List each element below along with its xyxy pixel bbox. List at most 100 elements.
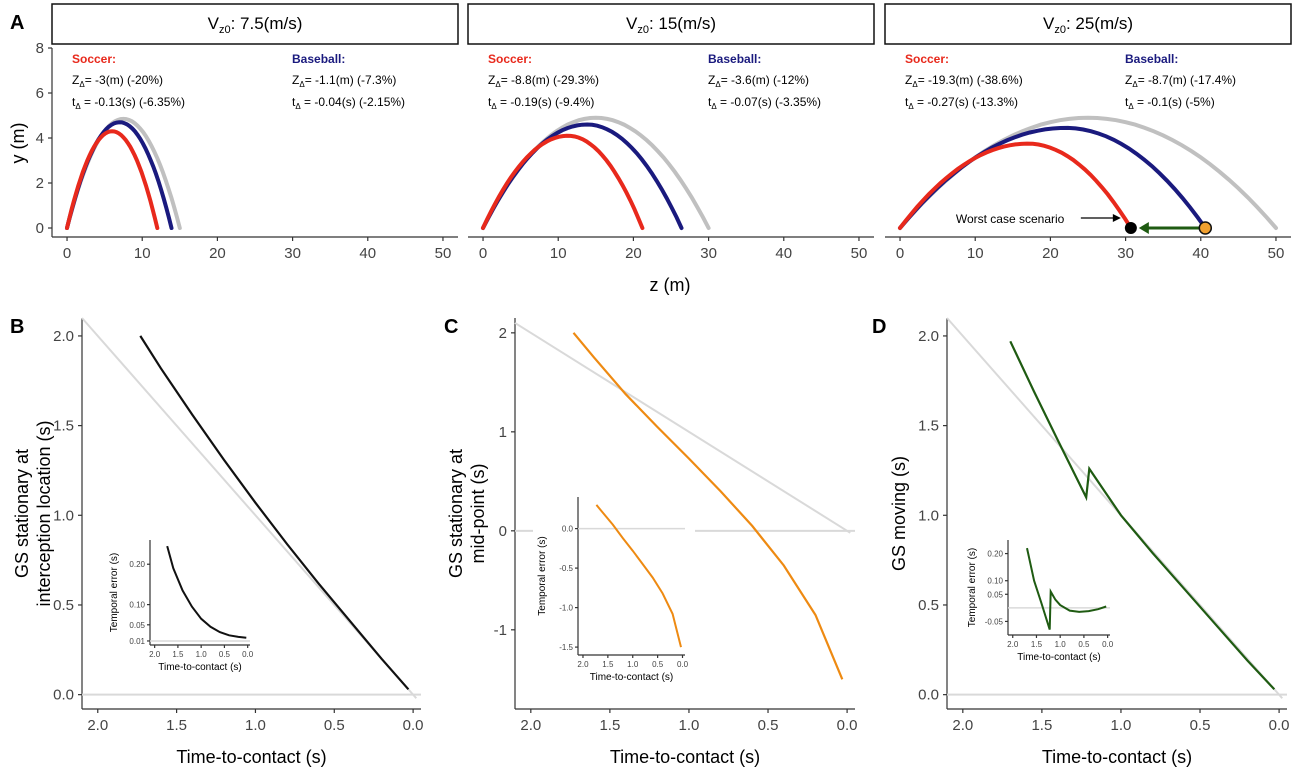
inset-x-tick-label: 2.0	[149, 650, 161, 659]
x-tick-label: 40	[775, 245, 792, 262]
soccer-label: Soccer:	[488, 52, 532, 66]
y-tick-label: 0	[36, 220, 44, 237]
facet-title-box	[467, 3, 875, 45]
y-tick-label: 0.5	[918, 597, 939, 614]
panel-b: B 0.0 0.5 1.0 1.5 2.0 2.0 1.5 1.0 0.5 0.0 Time-to-c…	[10, 316, 424, 767]
x-axis-title: Time-to-contact (s)	[1042, 747, 1192, 767]
inset-x-tick-label: 1.5	[1031, 640, 1043, 649]
x-tick-label: 1.0	[245, 717, 266, 734]
soccer-z-delta: ZΔ= -8.8(m) (-29.3%)	[488, 73, 599, 89]
soccer-label: Soccer:	[905, 52, 949, 66]
inset-background	[105, 528, 260, 683]
y-tick-label: 2.0	[53, 328, 74, 345]
identity-reference-line	[946, 317, 1284, 699]
inset-y-tick-label: 0.05	[129, 621, 145, 630]
x-tick-label: 30	[700, 245, 717, 262]
inset-y-tick-label: 0.01	[129, 637, 145, 646]
inset-x-tick-label: 1.5	[172, 650, 184, 659]
inset-y-tick-label: 0.20	[129, 560, 145, 569]
x-tick-label: 0.0	[403, 717, 424, 734]
y-tick-label: 1.0	[918, 507, 939, 524]
baseball-label: Baseball:	[1125, 52, 1178, 66]
inset-x-axis-title: Time-to-contact (s)	[590, 672, 674, 683]
inset-x-tick-label: 0.5	[652, 660, 664, 669]
soccer-z-delta: ZΔ= -19.3(m) (-38.6%)	[905, 73, 1023, 89]
inset-y-tick-label: 0.05	[987, 590, 1003, 599]
x-tick-label: 2.0	[87, 717, 108, 734]
x-tick-label: 1.5	[166, 717, 187, 734]
panel-a-x-axis-title: z (m)	[650, 275, 691, 295]
panel-label-c: C	[444, 316, 458, 338]
y-tick-label: 2	[499, 325, 507, 342]
x-axis-title: Time-to-contact (s)	[176, 747, 326, 767]
baseball-z-delta: ZΔ= -8.7(m) (-17.4%)	[1125, 73, 1236, 89]
inset-x-tick-label: 1.0	[1055, 640, 1067, 649]
x-tick-label: 30	[284, 245, 301, 262]
baseball-t-delta: tΔ = -0.04(s) (-2.15%)	[292, 95, 405, 111]
soccer-z-delta: ZΔ= -3(m) (-20%)	[72, 73, 163, 89]
x-tick-label: 50	[851, 245, 868, 262]
y-axis-title: GS moving (s)	[889, 456, 909, 571]
facet-title-box	[51, 3, 459, 45]
x-tick-label: 50	[1268, 245, 1285, 262]
facet-title-box	[884, 3, 1292, 45]
inset-y-axis-title: Temporal error (s)	[967, 548, 978, 627]
y-tick-label: 0.0	[53, 687, 74, 704]
soccer-t-delta: tΔ = -0.27(s) (-13.3%)	[905, 95, 1018, 111]
y-axis-title: GS stationary at mid-point (s)	[446, 449, 488, 578]
y-tick-label: 0.0	[918, 687, 939, 704]
worst-case-arrowhead	[1138, 222, 1149, 234]
x-tick-label: 0	[63, 245, 71, 262]
inset-y-axis-title: Temporal error (s)	[537, 536, 548, 615]
facet-title: Vz0: 15(m/s)	[626, 14, 716, 36]
x-tick-label: 40	[1192, 245, 1209, 262]
soccer-landing-dot	[1124, 222, 1137, 234]
y-tick-label: 1.5	[918, 418, 939, 435]
baseball-label: Baseball:	[708, 52, 761, 66]
gs-curve	[572, 332, 844, 680]
panel-label-d: D	[872, 316, 886, 338]
inset-background	[533, 485, 695, 693]
inset-x-tick-label: 0.5	[1078, 640, 1090, 649]
panel-label-b: B	[10, 316, 24, 338]
x-tick-label: 1.0	[1111, 717, 1132, 734]
inset-x-tick-label: 0.5	[219, 650, 231, 659]
x-tick-label: 0.5	[1190, 717, 1211, 734]
x-tick-label: 1.5	[599, 717, 620, 734]
inset-y-tick-label: -1.0	[559, 604, 573, 613]
baseball-t-delta: tΔ = -0.07(s) (-3.35%)	[708, 95, 821, 111]
baseball-z-delta: ZΔ= -3.6(m) (-12%)	[708, 73, 809, 89]
identity-reference-line	[514, 322, 851, 534]
y-tick-label: -1	[494, 622, 507, 639]
x-tick-label: 1.5	[1031, 717, 1052, 734]
soccer-trajectory	[65, 129, 160, 230]
inset-x-tick-label: 1.0	[196, 650, 208, 659]
x-tick-label: 10	[134, 245, 151, 262]
soccer-trajectory	[481, 133, 645, 230]
baseball-z-delta: ZΔ= -1.1(m) (-7.3%)	[292, 73, 396, 89]
x-tick-label: 0	[896, 245, 904, 262]
baseball-label: Baseball:	[292, 52, 345, 66]
panel-a-facet: Vz0: 15(m/s) 0 10 20 30 40 50 Soccer: Baseball: Z…	[467, 3, 875, 262]
inset-x-tick-label: 2.0	[1007, 640, 1019, 649]
inset-y-tick-label: 0.10	[129, 601, 145, 610]
y-axis-title: GS stationary at interception location (s…	[12, 420, 54, 606]
y-tick-label: 0	[499, 523, 507, 540]
panel-a-facet: Vz0: 25(m/s) 0 10 20 30 40 50 Soccer: Baseball: Z…	[884, 3, 1292, 262]
y-tick-label: 0.5	[53, 597, 74, 614]
y-tick-label: 2.0	[918, 328, 939, 345]
soccer-t-delta: tΔ = -0.13(s) (-6.35%)	[72, 95, 185, 111]
inset-y-tick-label: -1.5	[559, 643, 573, 652]
x-tick-label: 0	[479, 245, 487, 262]
x-tick-label: 10	[550, 245, 567, 262]
inset-x-tick-label: 2.0	[577, 660, 589, 669]
x-tick-label: 0.5	[758, 717, 779, 734]
facet-title: Vz0: 7.5(m/s)	[208, 14, 303, 36]
y-tick-label: 1	[499, 424, 507, 441]
inset-x-tick-label: 0.0	[242, 650, 254, 659]
gs-curve	[139, 335, 410, 691]
x-tick-label: 20	[625, 245, 642, 262]
soccer-trajectory	[898, 141, 1133, 230]
inset-y-tick-label: -0.5	[559, 564, 573, 573]
